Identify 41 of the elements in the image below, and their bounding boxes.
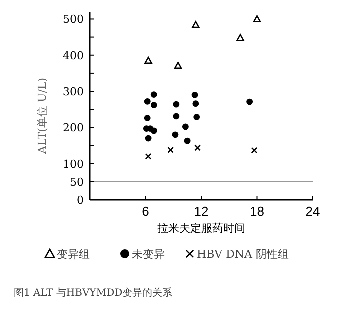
point [144, 115, 151, 122]
x-axis-title: 拉米夫定服药时间 [158, 222, 246, 235]
point [173, 101, 180, 108]
point [144, 56, 152, 64]
caption: 图1 ALT 与HBVYMDD变异的关系 [14, 287, 173, 299]
y-tick-label: 50 [70, 176, 84, 189]
point [194, 114, 200, 120]
y-tick-label: 200 [63, 122, 84, 135]
y-tick-label: 300 [63, 86, 84, 99]
point [246, 98, 254, 106]
point [150, 102, 158, 108]
point [168, 146, 174, 154]
legend-label: HBV DNA 阴性组 [197, 248, 290, 261]
point [192, 100, 200, 108]
y-axis-title: ALT(单位 U/L) [36, 78, 49, 156]
point [144, 98, 151, 105]
legend-label: 变异组 [57, 248, 90, 261]
point [192, 92, 198, 98]
point [150, 128, 158, 134]
point [194, 144, 201, 152]
x-tick-label: 18 [250, 204, 264, 219]
point [192, 21, 200, 28]
x-tick-label: 6 [142, 204, 150, 219]
y-tick-label: 500 [63, 13, 84, 26]
point [145, 135, 152, 142]
point [184, 138, 191, 144]
point [182, 124, 189, 130]
x-tick-label: 12 [194, 204, 209, 219]
point [236, 34, 244, 42]
y-tick-label: 100 [63, 158, 84, 171]
x-tick-label: 24 [306, 204, 320, 219]
point [253, 15, 262, 22]
point [150, 92, 158, 98]
point [173, 113, 180, 120]
legend-label: 未变异 [132, 248, 165, 261]
point [251, 147, 258, 154]
point [174, 62, 182, 70]
y-tick-label: 400 [63, 49, 84, 62]
y-tick-label: 0 [77, 194, 84, 207]
point [172, 132, 179, 138]
point [145, 153, 152, 160]
